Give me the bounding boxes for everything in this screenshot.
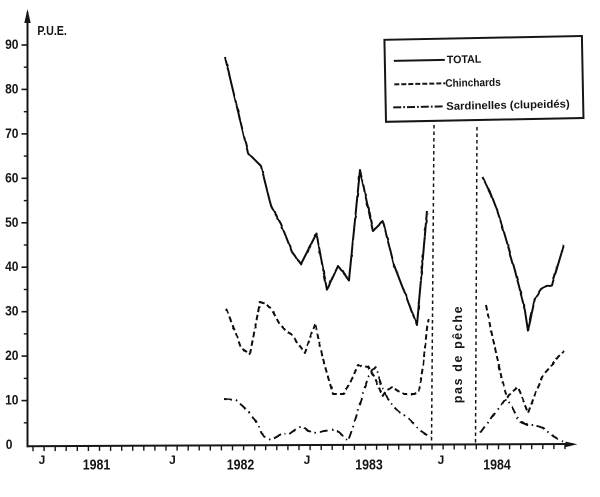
svg-text:80: 80 (5, 81, 18, 96)
svg-text:10: 10 (5, 393, 18, 408)
svg-text:Sardinelles (clupeidés): Sardinelles (clupeidés) (446, 98, 570, 112)
svg-text:Chinchards: Chinchards (445, 77, 501, 90)
svg-text:pas de pêche: pas de pêche (451, 305, 465, 403)
svg-text:70: 70 (5, 126, 18, 141)
svg-text:P.U.E.: P.U.E. (37, 23, 67, 38)
svg-text:60: 60 (5, 170, 18, 185)
svg-text:90: 90 (5, 37, 18, 52)
svg-text:50: 50 (5, 215, 18, 230)
svg-text:1984: 1984 (483, 457, 511, 474)
svg-text:1981: 1981 (83, 457, 111, 474)
svg-text:TOTAL: TOTAL (447, 54, 482, 67)
svg-text:40: 40 (5, 259, 18, 274)
svg-text:1983: 1983 (355, 457, 383, 474)
svg-text:30: 30 (5, 304, 18, 319)
svg-text:20: 20 (5, 348, 18, 363)
svg-text:J: J (438, 453, 445, 467)
svg-text:J: J (169, 453, 176, 467)
svg-text:J: J (304, 453, 311, 467)
svg-text:1982: 1982 (227, 457, 255, 474)
svg-text:J: J (39, 453, 46, 467)
svg-text:0: 0 (6, 437, 13, 452)
